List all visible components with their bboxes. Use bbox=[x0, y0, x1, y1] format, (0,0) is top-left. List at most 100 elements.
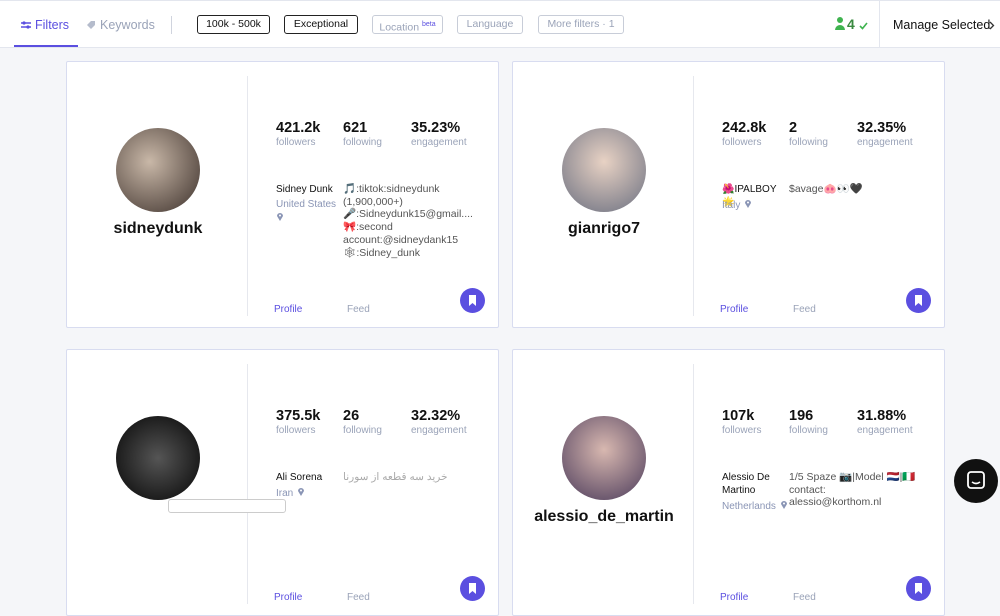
tab[interactable]: Keywords bbox=[100, 18, 155, 32]
filter-chip[interactable]: More filters · 1 bbox=[538, 15, 624, 34]
stat-value: 2 bbox=[789, 120, 798, 136]
chat-button[interactable] bbox=[954, 459, 998, 503]
stat-label: engagement bbox=[411, 425, 467, 436]
check-icon bbox=[859, 22, 868, 30]
stat-label: followers bbox=[722, 137, 762, 148]
filter-label: Exceptional bbox=[293, 18, 349, 30]
pin-icon bbox=[298, 488, 305, 496]
location: Italy bbox=[722, 199, 752, 211]
tag-icon bbox=[87, 21, 95, 29]
filter-chip[interactable]: Exceptional bbox=[284, 15, 358, 34]
bio-line: 1/5 Spaze 📷|Model 🇳🇱|🇮🇹 bbox=[789, 471, 916, 483]
bio: $avage🐽👀🖤 bbox=[789, 183, 919, 196]
filter-label: More filters · 1 bbox=[547, 18, 615, 30]
username: gianrigo7 bbox=[567, 220, 640, 237]
bio-line: $avage🐽👀🖤 bbox=[789, 183, 863, 195]
influencer-card[interactable]: 375.5k followers 26 following 32.32% engageme… bbox=[66, 349, 499, 616]
divider bbox=[693, 364, 694, 604]
stat-label: engagement bbox=[857, 425, 913, 436]
stat-value: 26 bbox=[343, 408, 360, 424]
bio-line: 🎵:tiktok:sidneydunk bbox=[343, 183, 440, 195]
filter-chip[interactable]: Language bbox=[457, 15, 523, 34]
feed-link[interactable]: Feed bbox=[347, 304, 370, 315]
location-text: United States bbox=[276, 199, 337, 210]
avatar bbox=[116, 128, 200, 212]
bookmark-icon bbox=[469, 583, 476, 594]
stat-label: following bbox=[343, 425, 382, 436]
username: sidneydunk bbox=[113, 220, 203, 237]
bio-line: contact: bbox=[789, 483, 826, 496]
filter-chip[interactable]: 100k - 500k bbox=[197, 15, 270, 34]
profile-link[interactable]: Profile bbox=[274, 304, 303, 315]
manage-selected[interactable]: Manage Selected bbox=[893, 18, 991, 32]
pin-icon bbox=[277, 213, 283, 221]
location: Netherlands bbox=[722, 500, 788, 512]
stat-value: 375.5k bbox=[276, 408, 321, 424]
stat-value: 35.23% bbox=[411, 120, 461, 136]
chevron bbox=[989, 21, 995, 30]
divider bbox=[247, 76, 248, 316]
avatar bbox=[116, 416, 200, 500]
influencer-card[interactable]: sidneydunk 421.2k followers 621 following 35.… bbox=[66, 61, 499, 328]
divider bbox=[879, 1, 880, 48]
tooltip bbox=[168, 499, 286, 513]
stat-value: 421.2k bbox=[276, 120, 321, 136]
profile-link[interactable]: Profile bbox=[274, 592, 303, 603]
stat-value: 32.32% bbox=[411, 408, 461, 424]
profile-link[interactable]: Profile bbox=[720, 592, 749, 603]
bookmark-icon bbox=[915, 583, 922, 594]
bookmark-icon bbox=[915, 295, 922, 306]
avatar bbox=[562, 416, 646, 500]
divider bbox=[693, 76, 694, 316]
bookmark-button[interactable] bbox=[906, 576, 931, 601]
bookmark-button[interactable] bbox=[906, 288, 931, 313]
chat-icon bbox=[967, 471, 985, 489]
stat-label: following bbox=[789, 425, 828, 436]
bio: 🎵:tiktok:sidneydunk (1,900,000+) 🎤:Sidneyd… bbox=[343, 183, 473, 259]
stat-value: 242.8k bbox=[722, 120, 767, 136]
stat-value: 196 bbox=[789, 408, 814, 424]
selected-count: 4 bbox=[847, 16, 855, 32]
bio-line: 🕸:Sidney_dunk bbox=[343, 246, 420, 259]
location-text: Netherlands bbox=[722, 501, 776, 512]
bio-line: (1,900,000+) bbox=[343, 195, 403, 208]
display-name: Ali Sorena bbox=[276, 472, 323, 483]
location: United States bbox=[276, 199, 336, 221]
tab[interactable]: Filters bbox=[14, 18, 78, 47]
stat-label: followers bbox=[276, 137, 316, 148]
display-name: Sidney Dunk bbox=[276, 184, 333, 195]
divider bbox=[247, 364, 248, 604]
bio-line: account:@sidneydank15 bbox=[343, 233, 459, 246]
feed-link[interactable]: Feed bbox=[793, 304, 816, 315]
stat-value: 621 bbox=[343, 120, 368, 136]
bookmark-button[interactable] bbox=[460, 576, 485, 601]
profile-link[interactable]: Profile bbox=[720, 304, 749, 315]
location-text: Iran bbox=[276, 488, 294, 499]
feed-link[interactable]: Feed bbox=[793, 592, 816, 603]
filter-chip[interactable]: Location beta bbox=[372, 15, 443, 34]
bio-line: alessio@korthom.nl bbox=[789, 496, 882, 509]
filter-label: 100k - 500k bbox=[206, 18, 261, 30]
filters-icon bbox=[21, 21, 31, 29]
filter-label: Language bbox=[466, 18, 514, 30]
username: alessio_de_martin bbox=[534, 508, 674, 525]
display-name: 🌺IPALBOY🌟 bbox=[722, 184, 777, 208]
feed-link[interactable]: Feed bbox=[347, 592, 370, 603]
pin-icon bbox=[745, 200, 752, 208]
bio-line: خرید سه قطعه از سورنا bbox=[343, 471, 448, 483]
pin-icon bbox=[780, 501, 787, 509]
bookmark-button[interactable] bbox=[460, 288, 485, 313]
stat-label: following bbox=[343, 137, 382, 148]
bio-line: 🎤:Sidneydunk15@gmail.... bbox=[343, 208, 473, 221]
influencer-card[interactable]: gianrigo7 242.8k followers 2 following 32.35%… bbox=[512, 61, 945, 328]
toolbar: Filters Keywords 100k - 500k Exceptional L… bbox=[0, 0, 1000, 48]
location-text: Italy bbox=[722, 200, 741, 211]
filter-label: Location bbox=[379, 21, 420, 34]
separator bbox=[171, 16, 172, 34]
influencer-card[interactable]: alessio_de_martin 107k followers 196 followi… bbox=[512, 349, 945, 616]
stat-value: 107k bbox=[722, 408, 755, 424]
stat-value: 32.35% bbox=[857, 120, 907, 136]
stat-label: following bbox=[789, 137, 828, 148]
bookmark-icon bbox=[469, 295, 476, 306]
